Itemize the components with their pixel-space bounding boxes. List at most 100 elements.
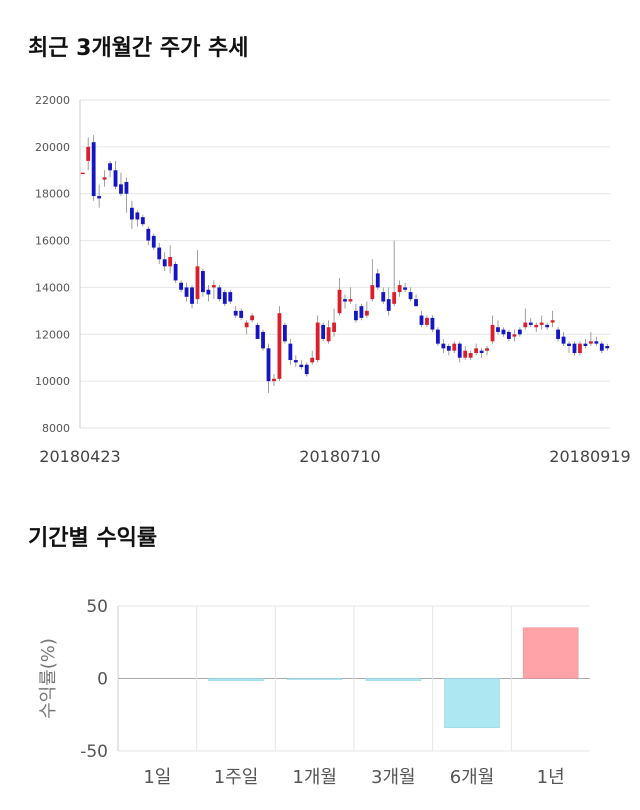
candle-body [261,331,265,349]
candle-body [195,266,200,300]
candle-body [179,282,183,290]
candle-body [80,172,85,175]
return-bar [208,678,264,681]
candle-body [326,327,331,342]
candle-body [146,228,151,241]
y-tick-label: 18000 [35,188,70,201]
candle-body [315,322,320,361]
candle-body [441,343,446,349]
candle-body [435,329,440,344]
candle-body [343,299,347,302]
candle-body [485,348,489,351]
return-bar [365,678,422,681]
return-bar [286,678,343,680]
y-tick-label: 8000 [42,422,70,435]
candle-body [463,350,468,358]
candle-body [392,292,397,304]
candle-body [501,329,506,335]
candle-body [293,360,298,363]
candle-body [567,343,571,346]
candle-body [201,271,205,293]
candle-body [91,142,96,197]
y-tick-label: 10000 [35,375,70,388]
candle-body [255,324,260,339]
candle-body [512,334,517,337]
x-tick-label: 3개월 [371,767,416,788]
candle-body [310,357,315,363]
y-tick-label: -50 [80,742,108,762]
candle-body [588,341,593,344]
candle-body [523,322,528,328]
candle-body [250,315,255,321]
candle-body [272,378,276,382]
x-tick-label: 20180710 [299,447,380,466]
candle-body [288,343,293,361]
y-tick-label: 14000 [35,281,70,294]
candle-body [370,285,375,300]
candle-body [97,196,102,199]
x-tick-label: 1년 [537,767,565,788]
candle-body [113,170,118,187]
candle-body [556,329,561,339]
candle-body [517,329,522,335]
candle-body [364,310,369,316]
returns-title: 기간별 수익률 [28,526,158,551]
candle-body [239,310,244,318]
y-tick-label: 0 [97,670,108,690]
candle-body [605,346,610,349]
x-tick-label: 1주일 [214,767,259,788]
candle-body [583,343,588,346]
candle-body [534,324,539,328]
candle-body [228,292,233,302]
candle-body [140,217,145,225]
candle-body [151,235,156,248]
candle-body [381,292,386,302]
candle-body [129,207,134,220]
candle-body [304,364,309,375]
candle-body [599,343,604,351]
candle-body [102,177,107,180]
candle-body [375,273,380,288]
candle-body [266,348,271,382]
return-bar [444,678,500,729]
y-tick-label: 20000 [35,141,70,154]
candle-body [386,299,391,311]
candle-body [211,285,216,288]
y-axis-label: 수익률(%) [38,638,59,719]
candle-body [425,317,429,325]
candle-body [244,322,249,328]
candle-body [108,163,112,171]
candle-body [414,299,418,307]
y-tick-label: 22000 [35,94,70,107]
candle-body [452,343,457,351]
candle-body [222,292,227,304]
candle-body [359,306,364,318]
candle-body [124,182,129,194]
x-tick-label: 20180423 [39,447,120,466]
candle-body [354,310,358,321]
candle-body [184,287,189,297]
x-tick-label: 1일 [143,767,171,788]
candle-body [528,322,533,325]
price-trend-title: 최근 3개월간 주가 추세 [28,36,249,61]
candle-body [496,327,500,332]
candle-body [321,324,326,339]
candle-body [457,343,462,358]
candle-body [539,322,544,325]
candle-body [332,322,336,332]
candle-body [545,324,550,328]
candle-body [572,343,577,354]
candle-body [299,364,304,368]
candle-body [168,256,173,267]
candle-body [135,212,140,220]
candle-body [550,320,555,323]
candle-body [507,331,511,339]
candle-body [233,310,238,316]
candle-body [162,259,167,267]
price-candlestick-chart: 8000 10000 12000 14000 16000 18000 20000 22000 2… [35,94,631,466]
return-bar [522,627,579,679]
x-tick-label: 1개월 [292,767,337,788]
candle-body [173,264,178,281]
candle-body [119,184,123,194]
